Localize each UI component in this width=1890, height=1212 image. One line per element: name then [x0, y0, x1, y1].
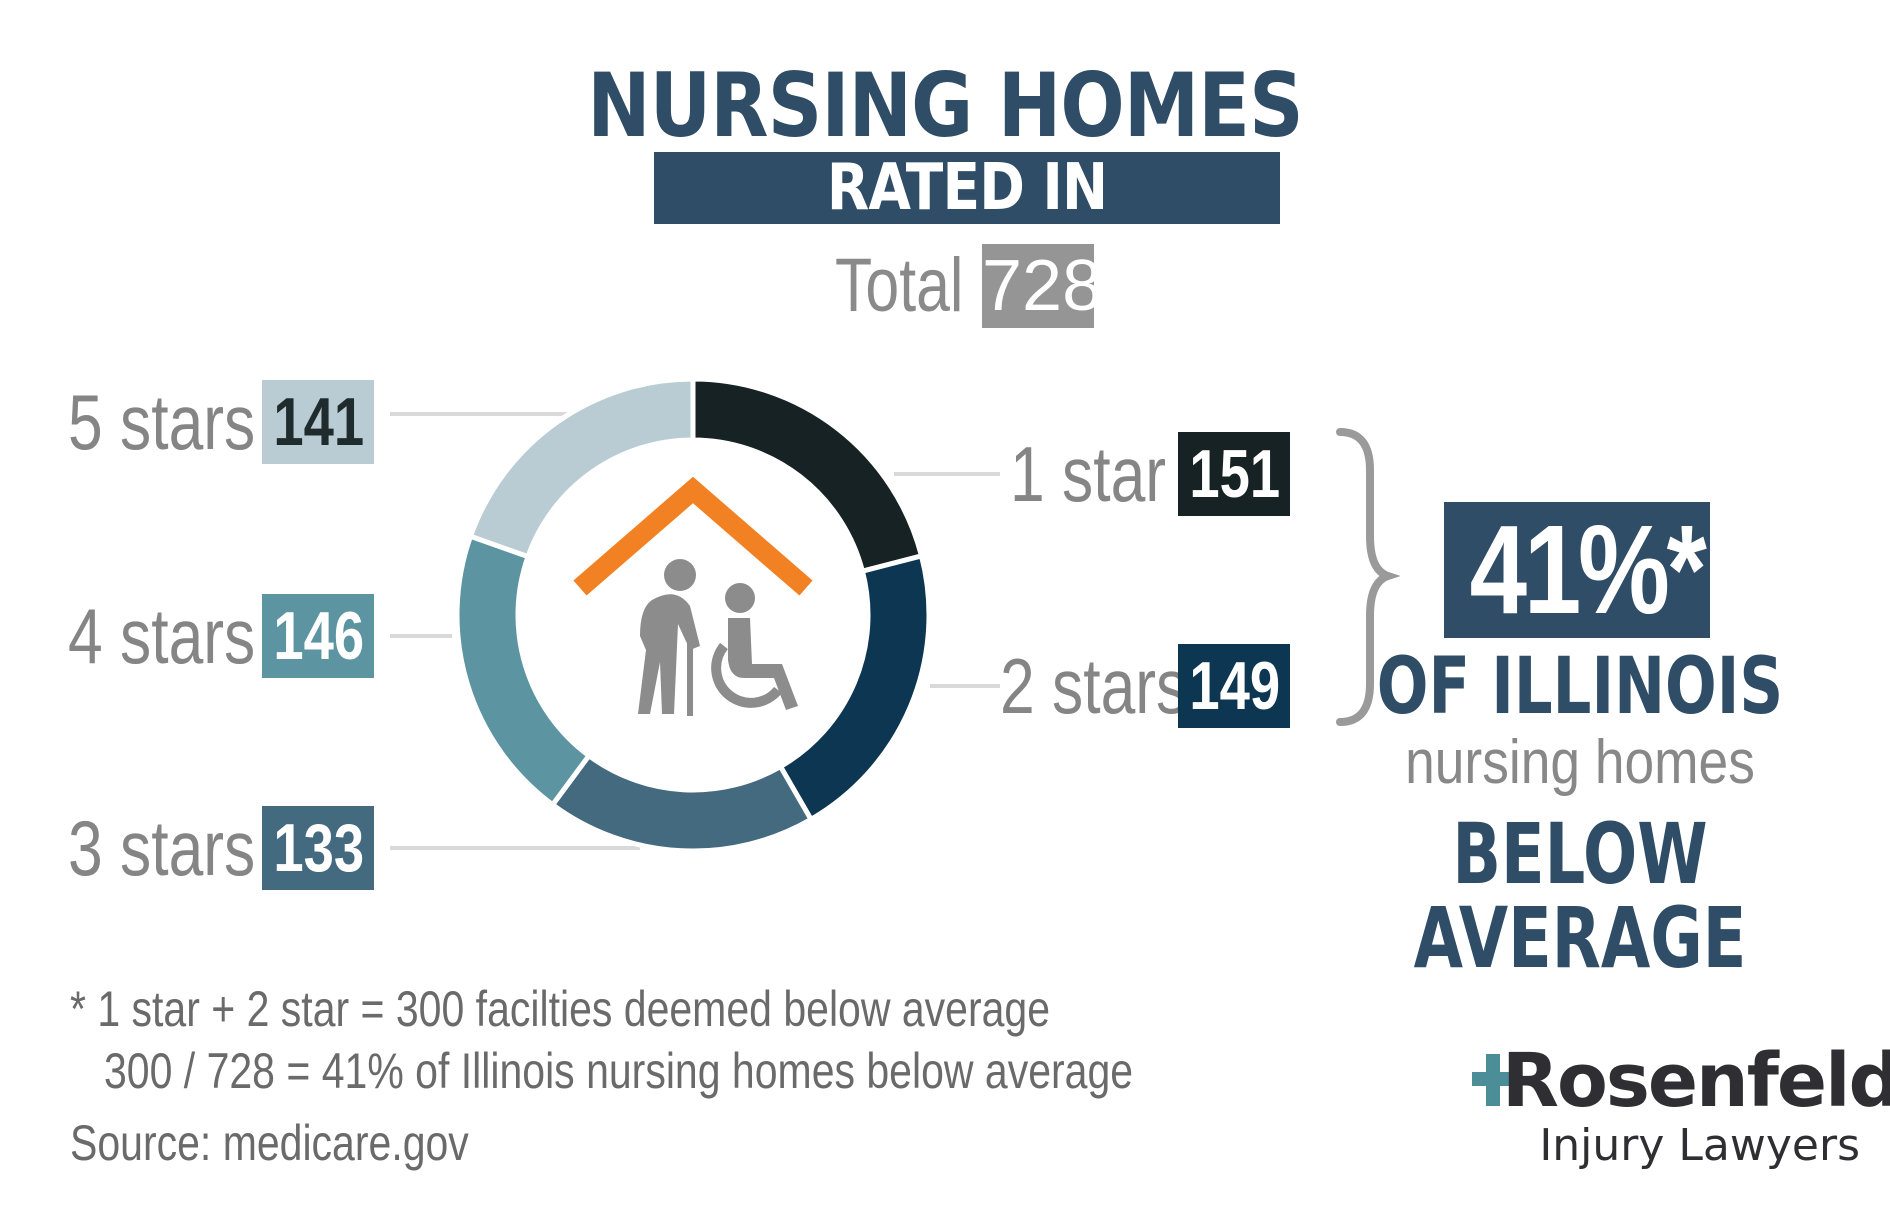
- logo-tagline: Injury Lawyers: [1539, 1120, 1860, 1171]
- leader-lines: [390, 412, 1000, 850]
- label-1-star: 1 star: [1010, 430, 1167, 518]
- label-4-stars: 4 stars: [68, 592, 256, 680]
- nursing-home-house-icon: [573, 476, 813, 716]
- logo-name: Rosenfeld: [1502, 1038, 1890, 1124]
- label-2-stars: 2 stars: [1000, 642, 1188, 730]
- subtitle-banner: [654, 152, 1280, 224]
- badge-1-star: 151: [1178, 432, 1290, 516]
- donut-slice-1-star: [690, 376, 925, 575]
- callout-line-1: OF ILLINOIS: [1376, 642, 1784, 732]
- footnote-line-2: 300 / 728 = 41% of Illinois nursing home…: [104, 1043, 1134, 1099]
- bracket-icon: [1336, 428, 1401, 726]
- percent-value: 41%*: [1469, 499, 1707, 640]
- callout-line-3: BELOW AVERAGE: [1413, 805, 1747, 987]
- badge-2-stars: 149: [1178, 644, 1290, 728]
- badge-4-stars: 146: [262, 594, 374, 678]
- badge-5-stars: 141: [262, 380, 374, 464]
- total-label: Total: [835, 243, 964, 328]
- callout-line-2: nursing homes: [1405, 728, 1755, 797]
- donut-slice-4-stars: [454, 533, 593, 809]
- total-badge: 728: [982, 244, 1103, 328]
- donut-slice-5-stars: [467, 376, 696, 560]
- donut-slice-2-stars: [777, 552, 932, 823]
- donut-slice-3-stars: [549, 752, 815, 854]
- cross-r-icon: [1472, 1054, 1512, 1106]
- page-title: NURSING HOMES: [587, 54, 1303, 157]
- badge-3-stars: 133: [262, 806, 374, 890]
- footnote-source: Source: medicare.gov: [70, 1115, 469, 1171]
- label-5-stars: 5 stars: [68, 378, 256, 466]
- label-3-stars: 3 stars: [68, 804, 256, 892]
- percent-banner: [1444, 502, 1710, 638]
- footnote-line-1: * 1 star + 2 star = 300 facilties deemed…: [70, 981, 1051, 1037]
